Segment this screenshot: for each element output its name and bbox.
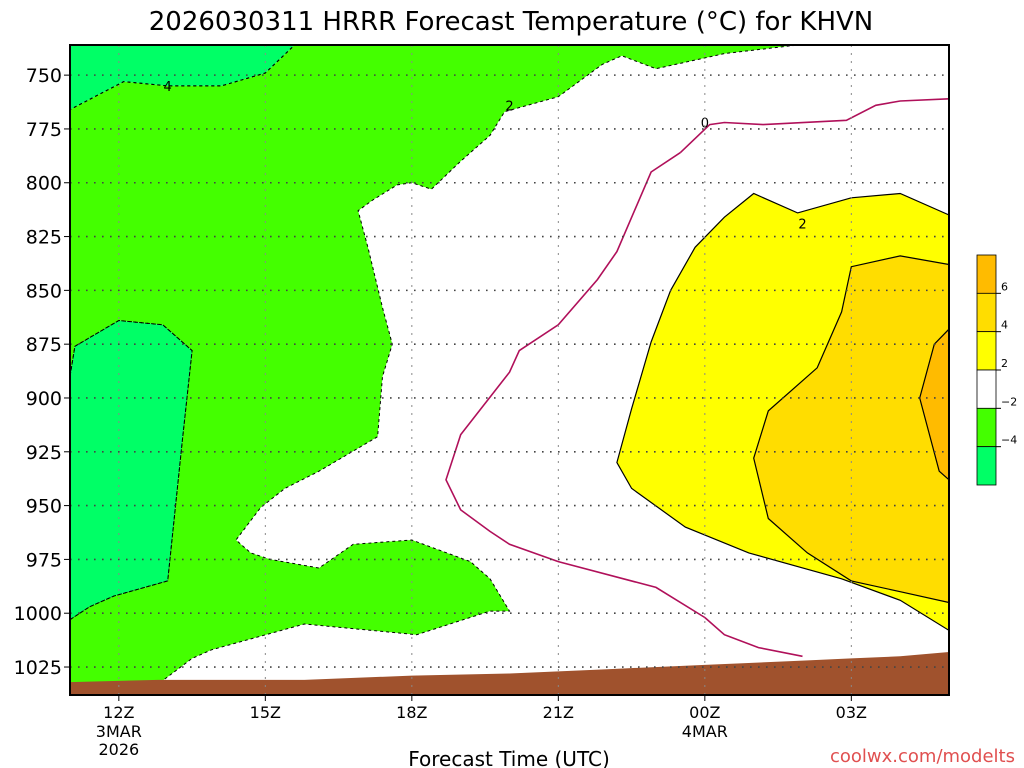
terrain-fill	[70, 652, 949, 695]
contour-label-2: 0	[701, 116, 709, 131]
y-tick-label-11: 1025	[14, 657, 62, 679]
x-tick-label-5: 03Z	[836, 703, 867, 722]
colorbar-tick-label-3: −2	[1001, 395, 1017, 408]
y-tick-label-9: 975	[26, 549, 62, 571]
colorbar-bin-2	[976, 331, 997, 371]
y-tick-label-8: 950	[26, 496, 62, 518]
temperature-region-5	[919, 329, 949, 480]
chart-title: 2026030311 HRRR Forecast Temperature (°C…	[149, 7, 874, 37]
temperature-region-0	[70, 45, 798, 689]
y-tick-label-4: 850	[26, 280, 62, 302]
x-tick-label-3: 21Z	[543, 703, 574, 722]
temperature-region-1	[70, 45, 295, 110]
plot-frame	[69, 44, 950, 696]
colorbar-bin-4	[976, 407, 997, 448]
y-tick-label-0: 750	[26, 65, 62, 87]
temperature-region-2	[70, 320, 193, 620]
contour-label-0: 4	[164, 80, 172, 95]
y-tick-label-7: 925	[26, 442, 62, 464]
x-axis-label: Forecast Time (UTC)	[408, 747, 610, 768]
y-tick-label-10: 1000	[14, 603, 62, 625]
contour-label-3: 2	[798, 218, 806, 233]
solid-contour-4	[753, 255, 949, 604]
watermark: coolwx.com/modelts	[830, 746, 1015, 767]
x-tick-year-0: 2026	[98, 740, 139, 759]
colorbar-bin-1	[976, 292, 997, 333]
y-tick-label-3: 825	[26, 227, 62, 249]
colorbar-bin-3	[976, 369, 997, 409]
colorbar-tick-label-2: 2	[1001, 357, 1008, 370]
dashed-contour-1	[70, 45, 296, 111]
solid-contour-5	[919, 328, 949, 481]
x-tick-label-1: 15Z	[250, 703, 281, 722]
dashed-contour-0	[70, 45, 798, 690]
y-tick-label-6: 900	[26, 388, 62, 410]
zero-contour-lower	[704, 616, 803, 658]
y-tick-label-1: 775	[26, 119, 62, 141]
solid-contour-3	[616, 192, 949, 631]
y-tick-label-5: 875	[26, 334, 62, 356]
x-tick-label-4: 00Z	[689, 703, 720, 722]
x-tick-label-2: 18Z	[396, 703, 427, 722]
colorbar-tick-label-4: −4	[1001, 434, 1017, 447]
x-tick-label-0: 12Z	[103, 703, 134, 722]
x-tick-date-4: 4MAR	[682, 722, 728, 741]
contour-label-1: 2	[505, 99, 513, 114]
colorbar-tick-label-0: 6	[1001, 280, 1008, 293]
plot-area: 4 2 0 2	[70, 45, 949, 695]
zero-contour-mid	[445, 151, 706, 619]
y-tick-label-2: 800	[26, 173, 62, 195]
colorbar-bin-0	[976, 254, 997, 294]
dashed-contour-2	[70, 319, 193, 621]
zero-contour-upper	[679, 98, 949, 154]
x-tick-date-0: 3MAR	[96, 722, 142, 741]
colorbar-bin-5	[976, 446, 997, 486]
colorbar-tick-label-1: 4	[1001, 319, 1008, 332]
